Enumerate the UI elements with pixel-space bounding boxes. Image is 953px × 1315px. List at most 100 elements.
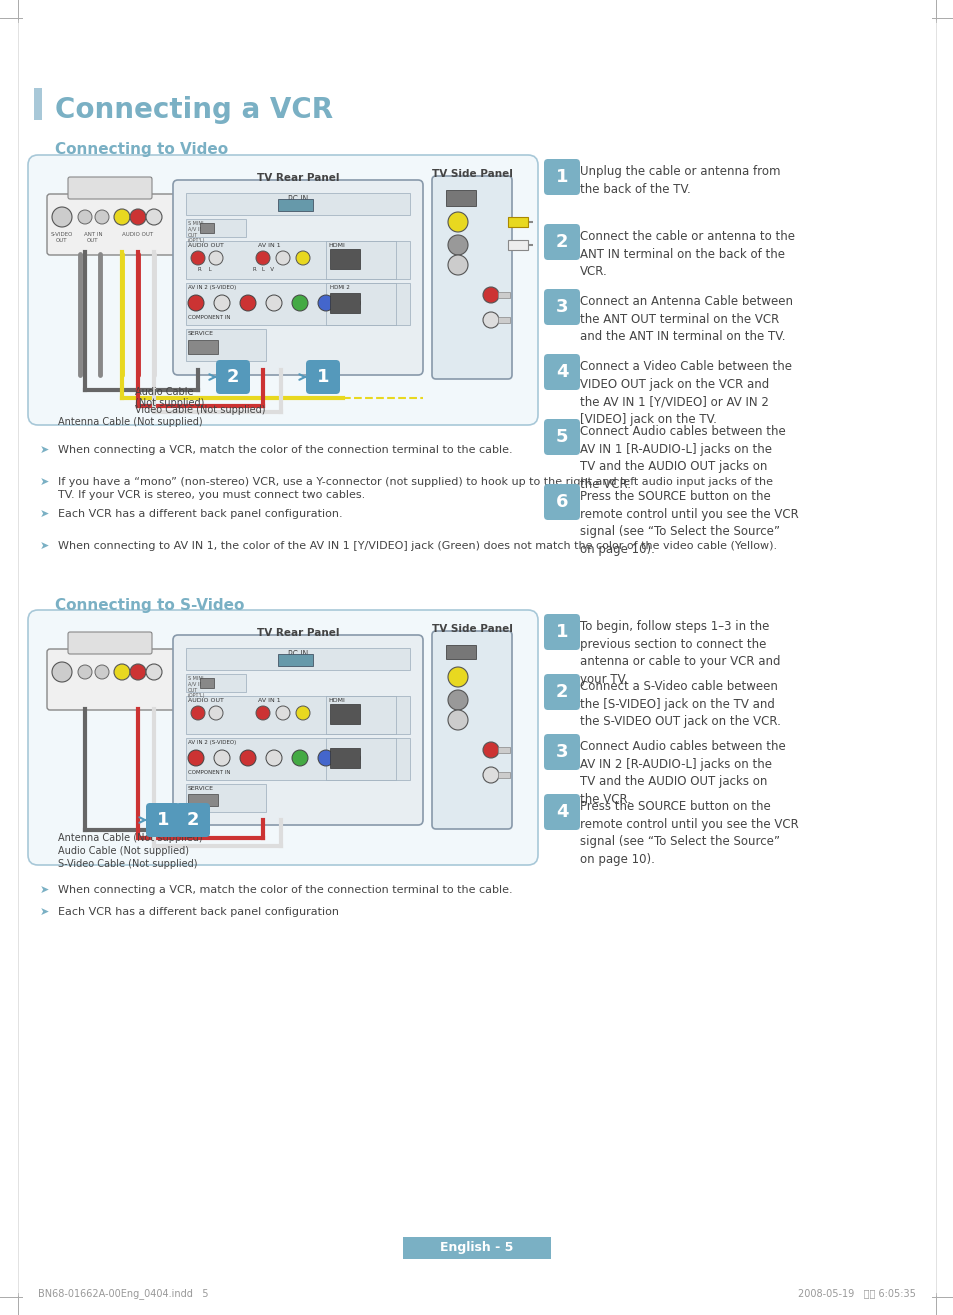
Bar: [186, 241, 410, 279]
Text: 5: 5: [556, 427, 568, 446]
Text: 2008-05-19   오후 6:05:35: 2008-05-19 오후 6:05:35: [798, 1287, 915, 1298]
Text: 1: 1: [556, 168, 568, 185]
Circle shape: [146, 664, 162, 680]
Bar: [446, 189, 476, 206]
Circle shape: [292, 750, 308, 767]
Circle shape: [448, 710, 468, 730]
Text: Connect an Antenna Cable between
the ANT OUT terminal on the VCR
and the ANT IN : Connect an Antenna Cable between the ANT…: [579, 295, 792, 343]
Text: BN68-01662A-00Eng_0404.indd   5: BN68-01662A-00Eng_0404.indd 5: [38, 1287, 209, 1299]
FancyBboxPatch shape: [28, 610, 537, 865]
Text: Connect a S-Video cable between
the [S-VIDEO] jack on the TV and
the S-VIDEO OUT: Connect a S-Video cable between the [S-V…: [579, 680, 781, 729]
Text: Unplug the cable or antenna from
the back of the TV.: Unplug the cable or antenna from the bac…: [579, 164, 780, 196]
Circle shape: [240, 295, 255, 312]
FancyBboxPatch shape: [543, 734, 579, 771]
Text: 2: 2: [227, 368, 239, 387]
Circle shape: [448, 235, 468, 255]
Circle shape: [275, 706, 290, 721]
FancyBboxPatch shape: [543, 614, 579, 650]
Bar: [34, 88, 42, 120]
Text: Each VCR has a different back panel configuration: Each VCR has a different back panel conf…: [58, 907, 338, 917]
FancyBboxPatch shape: [68, 178, 152, 199]
Text: 2: 2: [187, 811, 199, 828]
Circle shape: [240, 750, 255, 767]
Text: 4: 4: [556, 803, 568, 821]
Bar: [326, 738, 395, 780]
Bar: [186, 738, 410, 780]
Text: ANT IN
OUT: ANT IN OUT: [84, 231, 102, 243]
Circle shape: [266, 295, 282, 312]
Circle shape: [191, 706, 205, 721]
Circle shape: [213, 750, 230, 767]
Text: AUDIO OUT: AUDIO OUT: [188, 698, 224, 704]
Bar: [330, 704, 359, 725]
Bar: [402, 1237, 551, 1258]
Text: 2: 2: [556, 233, 568, 251]
Circle shape: [275, 251, 290, 266]
FancyBboxPatch shape: [543, 159, 579, 195]
FancyBboxPatch shape: [543, 419, 579, 455]
Text: TV Rear Panel: TV Rear Panel: [256, 629, 339, 638]
Circle shape: [113, 664, 130, 680]
Bar: [330, 249, 359, 270]
Circle shape: [448, 255, 468, 275]
FancyBboxPatch shape: [215, 360, 250, 394]
Circle shape: [130, 664, 146, 680]
FancyBboxPatch shape: [172, 635, 422, 825]
Bar: [186, 193, 410, 214]
FancyBboxPatch shape: [47, 195, 183, 255]
Bar: [330, 748, 359, 768]
Text: TV Rear Panel: TV Rear Panel: [256, 174, 339, 183]
Bar: [186, 648, 410, 671]
Bar: [200, 224, 213, 233]
Text: AUDIO OUT: AUDIO OUT: [188, 243, 224, 249]
Circle shape: [482, 287, 498, 302]
FancyBboxPatch shape: [146, 803, 180, 838]
Bar: [186, 220, 246, 237]
Text: R    L: R L: [198, 267, 212, 272]
Circle shape: [95, 210, 109, 224]
Text: SERVICE: SERVICE: [188, 331, 213, 337]
Text: SERVICE: SERVICE: [188, 786, 213, 792]
Text: PC IN: PC IN: [288, 195, 308, 204]
Text: 1: 1: [316, 368, 329, 387]
Text: S MINI
A/V IN
OUT
(OPT'L): S MINI A/V IN OUT (OPT'L): [188, 221, 205, 243]
Bar: [497, 747, 510, 753]
Circle shape: [209, 706, 223, 721]
Text: Audio Cable (Not supplied): Audio Cable (Not supplied): [58, 846, 189, 856]
Text: VCR Rear Panel: VCR Rear Panel: [73, 633, 152, 642]
Text: Connecting to Video: Connecting to Video: [55, 142, 228, 156]
Circle shape: [482, 312, 498, 327]
Text: 6: 6: [556, 493, 568, 512]
Circle shape: [209, 251, 223, 266]
Text: TV Side Panel: TV Side Panel: [431, 170, 512, 179]
Circle shape: [52, 661, 71, 682]
Bar: [497, 292, 510, 299]
Text: Press the SOURCE button on the
remote control until you see the VCR
signal (see : Press the SOURCE button on the remote co…: [579, 490, 798, 555]
Text: S-VIDEO
OUT: S-VIDEO OUT: [51, 231, 73, 243]
Bar: [186, 696, 410, 734]
Bar: [446, 644, 476, 659]
Bar: [200, 679, 213, 688]
Bar: [497, 772, 510, 778]
Circle shape: [448, 667, 468, 686]
Text: Connect Audio cables between the
AV IN 1 [R-AUDIO-L] jacks on the
TV and the AUD: Connect Audio cables between the AV IN 1…: [579, 425, 785, 490]
Bar: [188, 341, 218, 354]
Text: Antenna Cable (Not supplied): Antenna Cable (Not supplied): [58, 832, 202, 843]
FancyBboxPatch shape: [543, 794, 579, 830]
FancyBboxPatch shape: [543, 354, 579, 391]
FancyBboxPatch shape: [432, 631, 512, 828]
Text: AV IN 2 (S-VIDEO): AV IN 2 (S-VIDEO): [188, 285, 236, 291]
Text: AV IN 1: AV IN 1: [257, 243, 280, 249]
FancyBboxPatch shape: [432, 176, 512, 379]
Circle shape: [344, 750, 359, 767]
Text: HDMI: HDMI: [328, 698, 345, 704]
Text: TV Side Panel: TV Side Panel: [431, 625, 512, 634]
FancyBboxPatch shape: [543, 289, 579, 325]
Text: 1: 1: [156, 811, 169, 828]
FancyBboxPatch shape: [68, 633, 152, 654]
Text: 3: 3: [556, 299, 568, 316]
FancyBboxPatch shape: [543, 675, 579, 710]
FancyBboxPatch shape: [543, 484, 579, 519]
Circle shape: [266, 750, 282, 767]
Circle shape: [482, 767, 498, 782]
